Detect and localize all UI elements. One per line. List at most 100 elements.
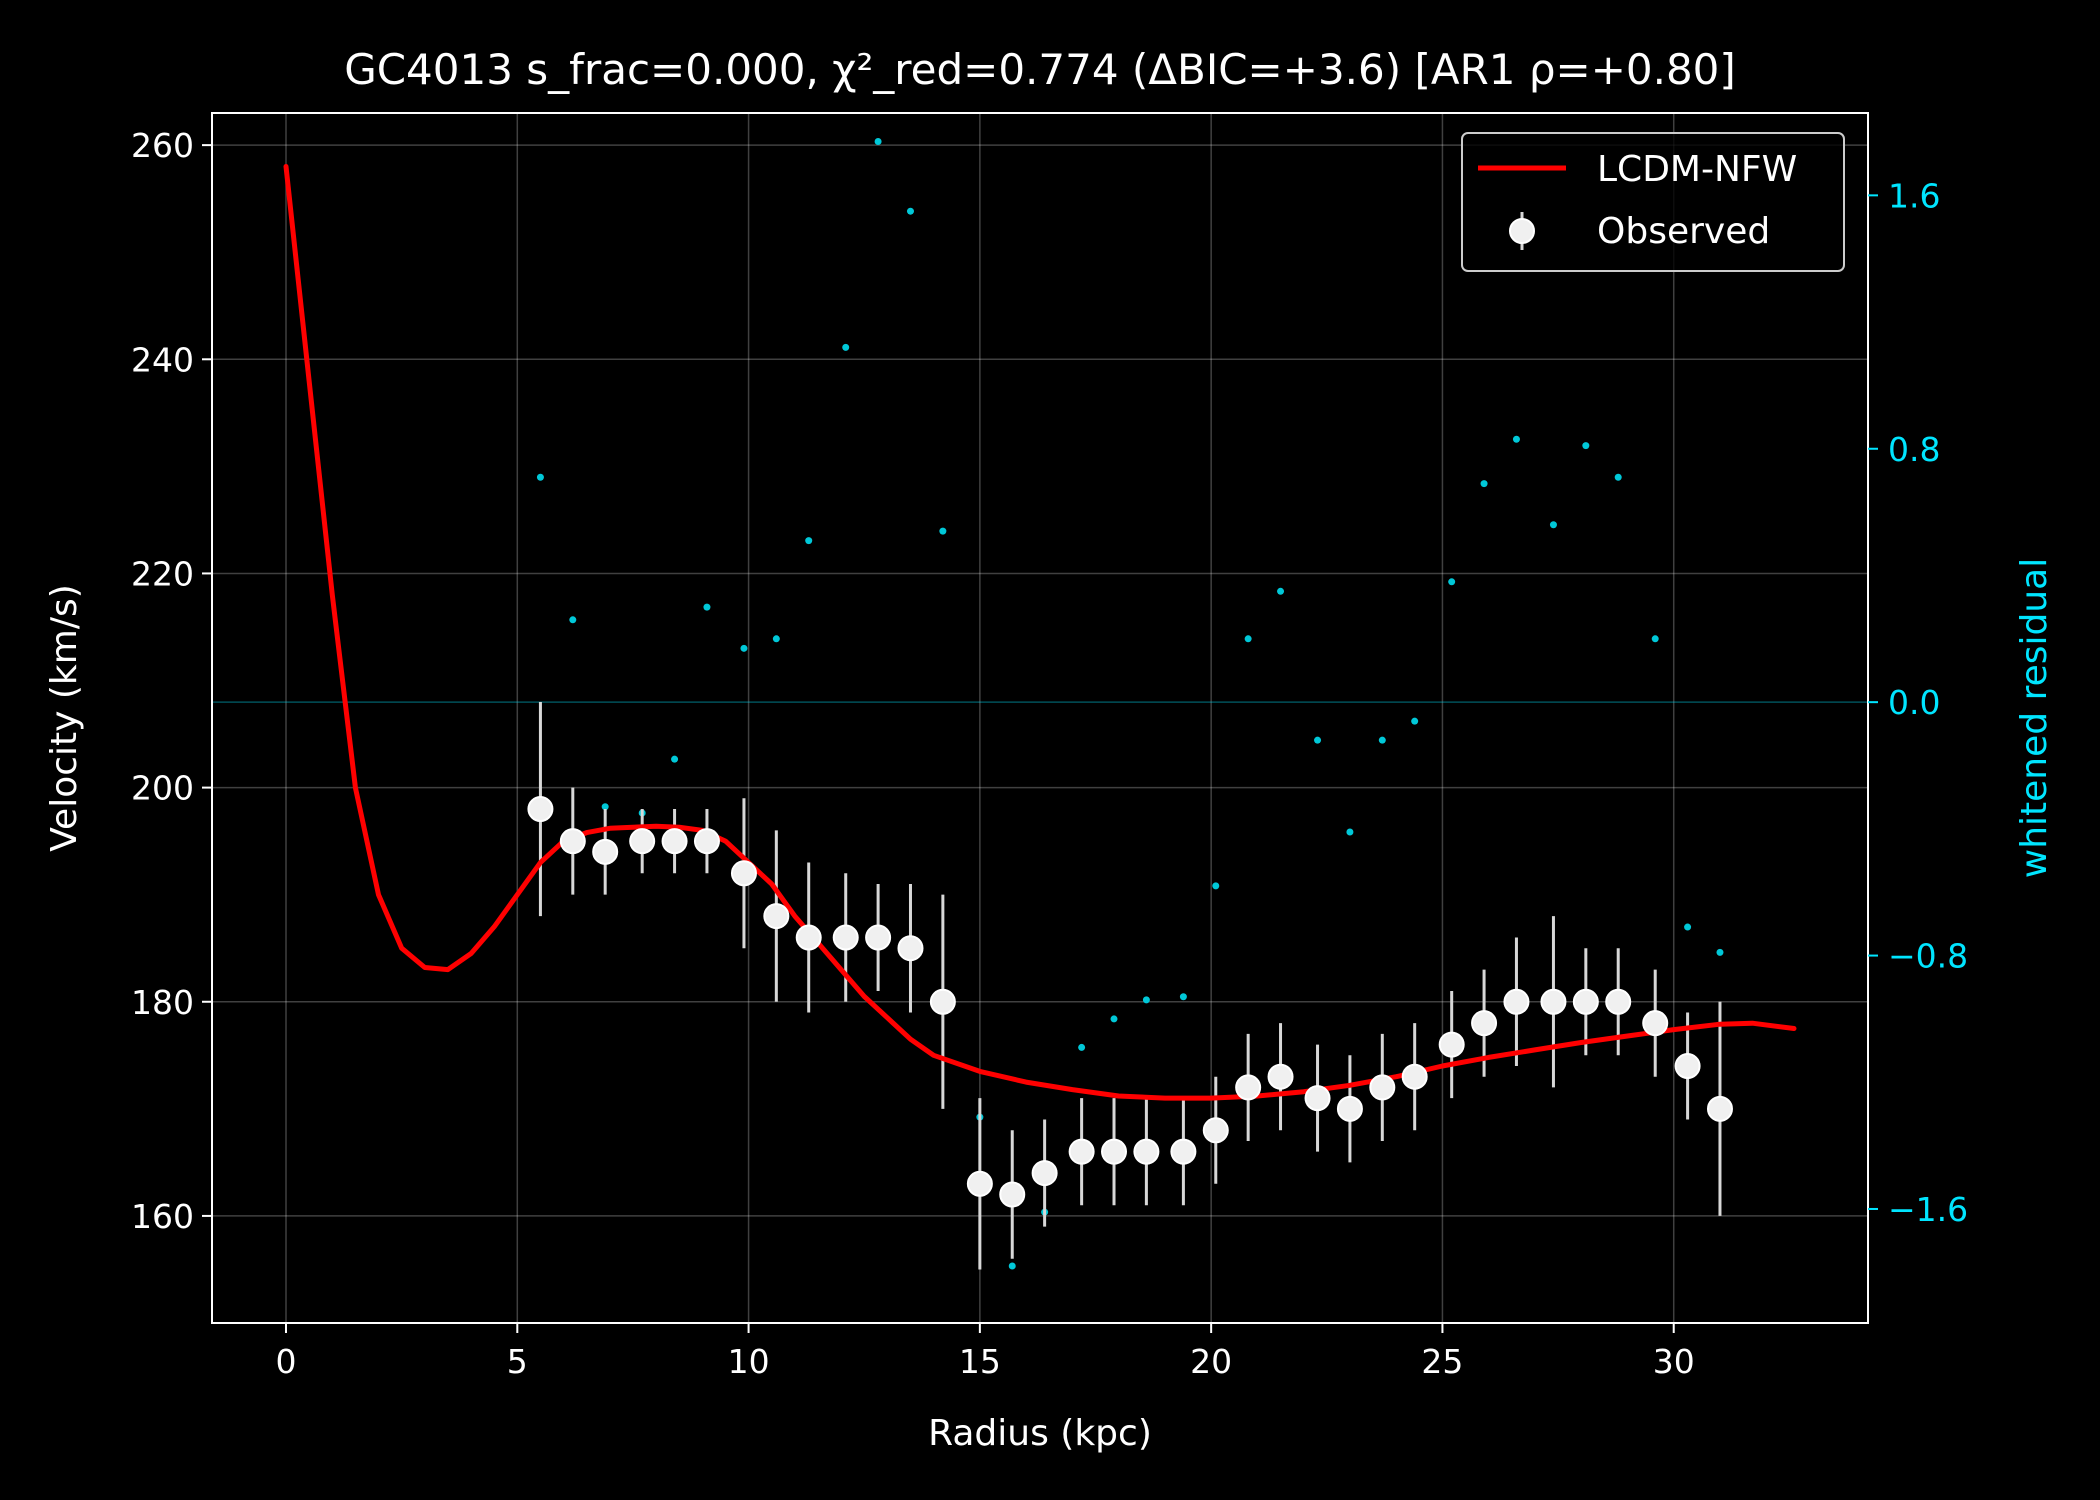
residual-point (1078, 1043, 1086, 1051)
residual-point (703, 603, 711, 611)
chart-title: GC4013 s_frac=0.000, χ²_red=0.774 (ΔBIC=… (344, 45, 1736, 94)
observed-point (865, 924, 892, 951)
residual-point (1110, 1015, 1118, 1023)
x-tick-label: 0 (276, 1342, 297, 1381)
y-tick-label: 240 (131, 340, 194, 379)
x-ticks: 0 5 10 15 20 25 30 (276, 1323, 1695, 1381)
observed-point (1202, 1117, 1229, 1144)
residual-point (1179, 993, 1187, 1001)
x-tick-label: 15 (959, 1342, 1001, 1381)
residual-point (805, 537, 813, 545)
observed-point (1336, 1095, 1363, 1122)
y-tick-label: 180 (131, 983, 194, 1022)
legend: LCDM-NFW Observed (1461, 132, 1845, 272)
right-y-tick-label: 0.0 (1888, 683, 1940, 722)
residual-point (1614, 473, 1622, 481)
residual-point (1314, 736, 1322, 744)
y-tick-label: 220 (131, 554, 194, 593)
residual-point (1378, 736, 1386, 744)
right-y-tick-label: 0.8 (1888, 430, 1940, 469)
right-y-ticks: −1.6 −0.8 0.0 0.8 1.6 (1868, 176, 1968, 1229)
observed-point (1267, 1063, 1294, 1090)
observed-point (1133, 1138, 1160, 1165)
observed-point (897, 935, 924, 962)
residual-point (772, 635, 780, 643)
residual-point (906, 207, 914, 215)
observed-point (1642, 1010, 1669, 1037)
observed-point (1503, 988, 1530, 1015)
observed-point (592, 838, 619, 865)
x-tick-label: 10 (728, 1342, 770, 1381)
residual-point (1684, 923, 1692, 931)
residual-point (1411, 717, 1419, 725)
residual-point (1008, 1262, 1016, 1270)
residual-point (1212, 882, 1220, 890)
observed-point (1706, 1095, 1733, 1122)
observed-point (629, 828, 656, 855)
y-tick-label: 200 (131, 769, 194, 808)
residual-point (1448, 578, 1456, 586)
y-axis-label: Velocity (km/s) (44, 584, 85, 852)
observed-point (1369, 1074, 1396, 1101)
legend-model-label: LCDM-NFW (1597, 149, 1797, 190)
y-ticks: 160 180 200 220 240 260 (131, 126, 212, 1236)
observed-point (1572, 988, 1599, 1015)
right-y-axis-label: whitened residual (2014, 558, 2055, 878)
residual-point (1651, 635, 1659, 643)
observed-point (730, 860, 757, 887)
x-tick-label: 25 (1421, 1342, 1463, 1381)
observed-point (1304, 1085, 1331, 1112)
residual-point (1716, 948, 1724, 956)
residual-point (1244, 635, 1252, 643)
observed-points (527, 796, 1733, 1208)
grid (212, 113, 1868, 1323)
observed-point (1605, 988, 1632, 1015)
x-tick-label: 5 (507, 1342, 528, 1381)
right-y-tick-label: −1.6 (1888, 1190, 1968, 1229)
observed-point (1674, 1053, 1701, 1080)
legend-observed-marker (1509, 218, 1535, 244)
x-tick-label: 30 (1653, 1342, 1695, 1381)
observed-point (1438, 1031, 1465, 1058)
y-tick-label: 160 (131, 1197, 194, 1236)
observed-point (795, 924, 822, 951)
observed-point (1101, 1138, 1128, 1165)
residual-point (1549, 521, 1557, 529)
legend-observed-label: Observed (1597, 211, 1770, 252)
observed-point (527, 796, 554, 823)
observed-point (1068, 1138, 1095, 1165)
model-curve (283, 164, 1797, 1101)
y-tick-label: 260 (131, 126, 194, 165)
observed-point (693, 828, 720, 855)
residual-point (536, 473, 544, 481)
right-y-tick-label: −0.8 (1888, 937, 1968, 976)
observed-point (559, 828, 586, 855)
observed-point (763, 903, 790, 930)
observed-point (832, 924, 859, 951)
residual-point (601, 803, 609, 811)
x-tick-label: 20 (1190, 1342, 1232, 1381)
residual-point (874, 138, 882, 146)
observed-point (1401, 1063, 1428, 1090)
residual-point (671, 755, 679, 763)
residual-point (1346, 828, 1354, 836)
residual-point (1142, 996, 1150, 1004)
observed-point (999, 1181, 1026, 1208)
residual-point (1277, 587, 1285, 595)
right-y-tick-label: 1.6 (1888, 176, 1940, 215)
observed-point (1540, 988, 1567, 1015)
residual-point (569, 616, 577, 624)
residual-point (1480, 480, 1488, 488)
observed-point (1170, 1138, 1197, 1165)
observed-point (929, 988, 956, 1015)
residual-point (939, 527, 947, 535)
plot-frame (211, 112, 1869, 1324)
observed-point (1471, 1010, 1498, 1037)
residual-point (740, 644, 748, 652)
residual-point (1582, 442, 1590, 450)
residual-point (842, 343, 850, 351)
observed-point (1235, 1074, 1262, 1101)
observed-point (661, 828, 688, 855)
residual-point (1512, 435, 1520, 443)
